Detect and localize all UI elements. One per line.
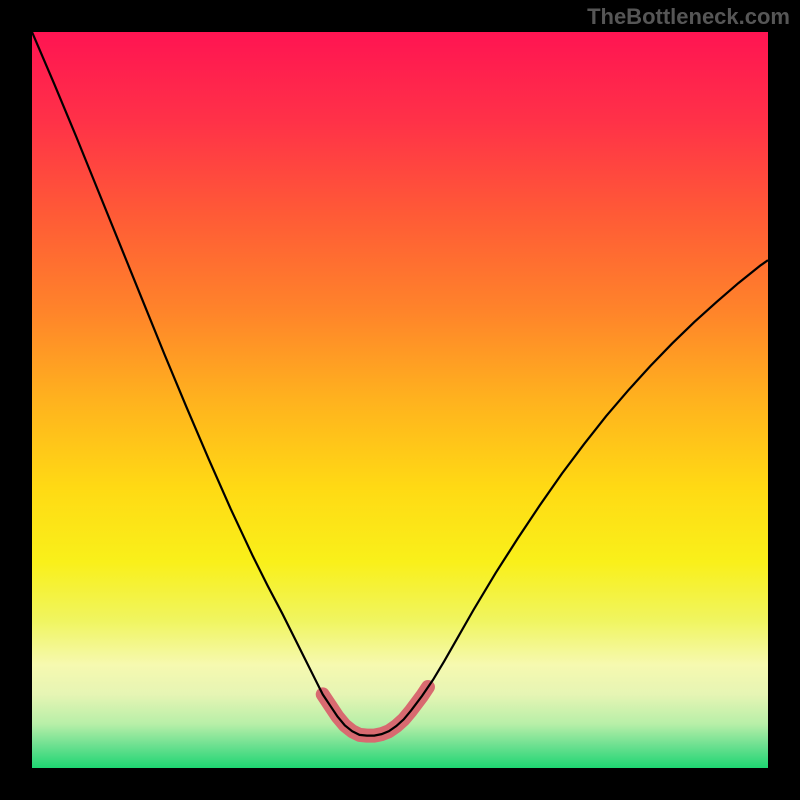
main-curve	[32, 32, 768, 736]
curve-svg	[32, 32, 768, 768]
plot-area	[32, 32, 768, 768]
highlight-segment	[323, 687, 428, 736]
watermark-text: TheBottleneck.com	[587, 4, 790, 30]
